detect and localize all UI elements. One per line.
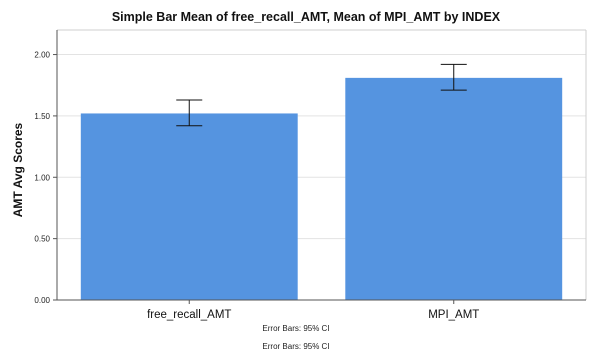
error-bar-MPI_AMT: [440, 63, 467, 91]
footnote-error-bars-1: Error Bars: 95% CI: [262, 324, 329, 333]
y-tick-label: 1.50: [34, 112, 50, 121]
error-bar-free_recall_AMT: [176, 99, 203, 127]
y-tick-label: 0.00: [34, 296, 50, 305]
footnote-error-bars-2: Error Bars: 95% CI: [262, 342, 329, 351]
error-bars: [176, 63, 467, 127]
x-tick-label-MPI_AMT: MPI_AMT: [428, 309, 479, 321]
x-axis-ticks: free_recall_AMT MPI_AMT: [147, 300, 479, 321]
bar-free_recall_AMT: [80, 113, 298, 300]
bar-MPI_AMT: [345, 77, 563, 300]
chart-title: Simple Bar Mean of free_recall_AMT, Mean…: [112, 10, 501, 24]
y-tick-label: 0.50: [34, 235, 50, 244]
y-axis-ticks: 0.00 0.50 1.00 1.50 2.00: [34, 51, 57, 305]
x-tick-label-free_recall_AMT: free_recall_AMT: [147, 309, 231, 321]
bars: [80, 77, 563, 300]
y-axis-label: AMT Avg Scores: [11, 122, 25, 217]
y-tick-label: 2.00: [34, 51, 50, 60]
y-tick-label: 1.00: [34, 173, 50, 182]
